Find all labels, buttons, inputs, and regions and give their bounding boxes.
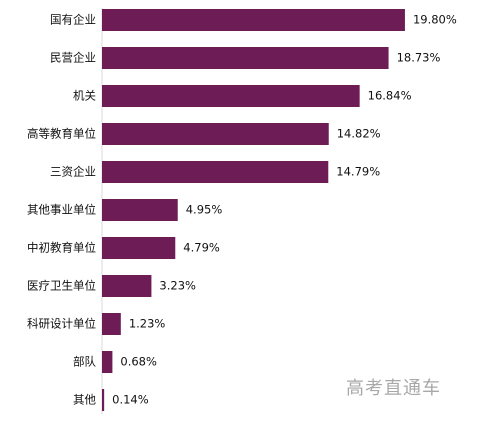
data-label: 14.79%	[336, 165, 380, 179]
data-label: 18.73%	[397, 51, 441, 65]
bar	[102, 47, 389, 69]
bar	[102, 123, 329, 145]
category-label: 三资企业	[50, 165, 96, 179]
watermark-text: 高考直通车	[346, 378, 441, 399]
category-label: 民营企业	[50, 51, 96, 65]
bar	[102, 351, 113, 373]
data-label: 19.80%	[413, 13, 457, 27]
data-label: 3.23%	[159, 279, 196, 293]
bar	[102, 161, 329, 183]
bar	[102, 275, 152, 297]
category-label: 医疗卫生单位	[27, 279, 96, 293]
data-label: 1.23%	[129, 317, 166, 331]
category-label: 机关	[73, 89, 96, 103]
bar	[102, 9, 405, 31]
category-label: 高等教育单位	[27, 127, 96, 141]
data-label: 4.95%	[186, 203, 223, 217]
category-label: 部队	[73, 355, 96, 369]
bar	[102, 237, 176, 259]
category-label: 科研设计单位	[27, 317, 96, 331]
data-label: 16.84%	[368, 89, 412, 103]
bar	[102, 313, 121, 335]
bar	[102, 199, 178, 221]
data-label: 4.79%	[183, 241, 220, 255]
bar	[102, 85, 360, 107]
data-label: 0.68%	[120, 355, 157, 369]
bar	[102, 389, 105, 411]
category-label: 国有企业	[50, 13, 96, 27]
data-label: 14.82%	[337, 127, 381, 141]
category-label: 其他事业单位	[27, 203, 96, 217]
data-label: 0.14%	[112, 393, 149, 407]
category-label: 其他	[73, 393, 96, 407]
category-label: 中初教育单位	[27, 241, 96, 255]
